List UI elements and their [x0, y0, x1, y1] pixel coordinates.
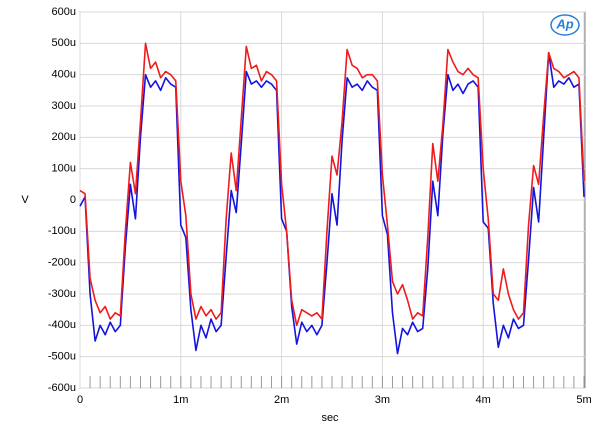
x-tick-label: 5m	[576, 394, 591, 406]
y-axis-label: V	[21, 194, 29, 206]
y-tick-label: -500u	[48, 351, 76, 363]
y-tick-label: 300u	[52, 100, 76, 112]
series-line	[79, 42, 585, 327]
x-tick-label: 1m	[173, 394, 188, 406]
y-tick-label: -400u	[48, 319, 76, 331]
x-axis-label: sec	[321, 412, 339, 424]
y-tick-label: 400u	[52, 69, 76, 81]
y-tick-label: -200u	[48, 257, 76, 269]
logo-text: Ap	[555, 16, 573, 31]
y-tick-label: 100u	[52, 163, 76, 175]
x-tick-label: 0	[77, 394, 83, 406]
y-tick-label: 600u	[52, 6, 76, 18]
y-tick-label: 0	[70, 194, 76, 206]
y-tick-label: -300u	[48, 288, 76, 300]
logo-ring	[550, 14, 580, 36]
y-tick-label: 500u	[52, 37, 76, 49]
y-tick-label: -100u	[48, 225, 76, 237]
logo: Ap	[550, 14, 580, 36]
x-tick-label: 3m	[375, 394, 390, 406]
series-line	[79, 51, 585, 355]
y-tick-label: 200u	[52, 131, 76, 143]
y-tick-label: -600u	[48, 382, 76, 394]
x-tick-label: 4m	[476, 394, 491, 406]
x-tick-label: 2m	[274, 394, 289, 406]
